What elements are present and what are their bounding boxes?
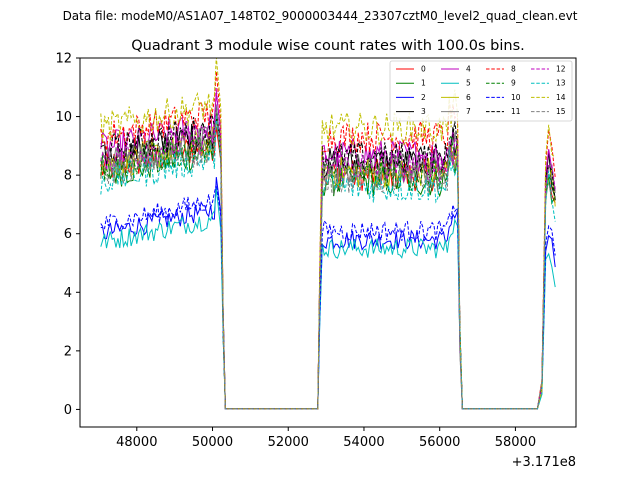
x-tick-label: 50000 (192, 435, 233, 450)
legend-label-7: 7 (466, 107, 471, 116)
legend-label-14: 14 (556, 93, 566, 102)
legend-label-9: 9 (511, 79, 516, 88)
x-tick-label: 54000 (343, 435, 384, 450)
legend-label-2: 2 (421, 93, 426, 102)
chart-title: Quadrant 3 module wise count rates with … (131, 38, 525, 54)
series-line-5 (100, 188, 556, 410)
y-tick-label: 4 (64, 286, 72, 301)
y-tick-label: 2 (64, 344, 72, 359)
series-layer (100, 58, 556, 410)
legend-label-10: 10 (511, 93, 521, 102)
legend-label-15: 15 (556, 107, 566, 116)
y-tick-label: 8 (64, 169, 72, 184)
series-line-13 (100, 114, 556, 410)
x-tick-label: 52000 (268, 435, 309, 450)
legend-label-0: 0 (421, 65, 426, 74)
legend-box (389, 60, 573, 122)
y-tick-label: 0 (64, 403, 72, 418)
x-tick-label: 48000 (116, 435, 157, 450)
legend-label-8: 8 (511, 65, 516, 74)
chart-suptitle: Data file: modeM0/AS1A07_148T02_90000034… (63, 9, 578, 23)
legend-label-4: 4 (466, 65, 471, 74)
legend-label-3: 3 (421, 107, 426, 116)
axes-frame (79, 57, 577, 428)
x-tick-label: 58000 (495, 435, 536, 450)
y-tick-label: 6 (64, 227, 72, 242)
legend-label-5: 5 (466, 79, 471, 88)
x-tick-label: 56000 (419, 435, 460, 450)
legend-label-1: 1 (421, 79, 426, 88)
series-line-10 (100, 184, 556, 410)
series-line-12 (100, 87, 556, 410)
series-line-6 (100, 118, 556, 410)
series-line-15 (100, 107, 556, 410)
series-line-2 (100, 177, 556, 410)
series-line-8 (100, 71, 556, 410)
series-line-11 (100, 113, 556, 410)
x-offset-label: +3.171e8 (512, 455, 576, 470)
y-tick-label: 12 (55, 52, 72, 67)
legend-label-11: 11 (511, 107, 521, 116)
series-line-14 (100, 58, 556, 410)
legend-label-13: 13 (556, 79, 566, 88)
legend-label-12: 12 (556, 65, 566, 74)
y-tick-label: 10 (55, 110, 72, 125)
legend-label-6: 6 (466, 93, 471, 102)
